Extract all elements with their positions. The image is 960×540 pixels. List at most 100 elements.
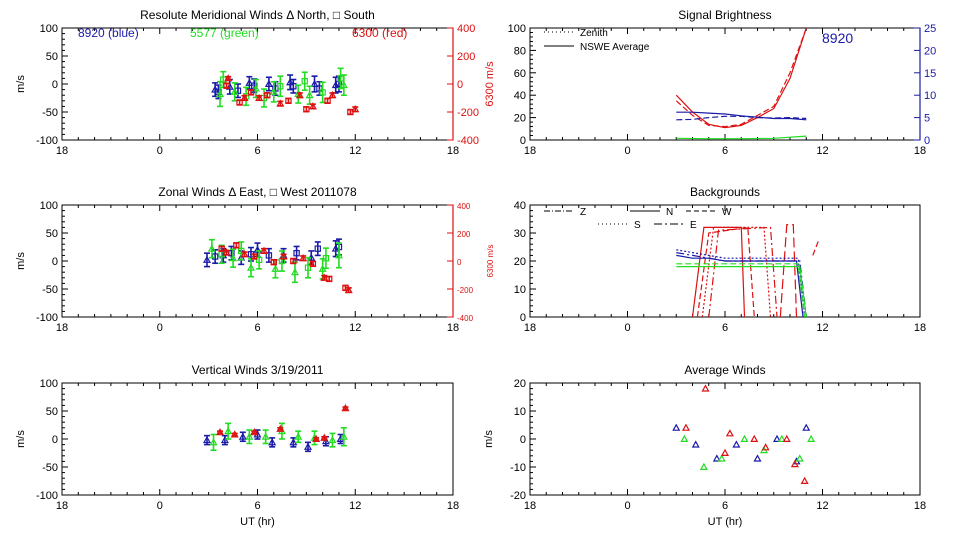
zonal-ytick-label: 100 (40, 200, 58, 212)
average-point-triangle (761, 443, 770, 451)
zonal-ytick-label: -50 (42, 284, 58, 296)
meridional-xtick-label: 18 (56, 145, 68, 157)
meridional-title-part: North, (294, 8, 333, 22)
brightness-ytick-label: 80 (514, 45, 526, 57)
vertical-data-layer (202, 403, 350, 453)
zonal-point-square (304, 264, 312, 271)
zonal-point-triangle (259, 246, 269, 254)
vertical-point-triangle (209, 438, 218, 446)
meridional-point-triangle (339, 80, 348, 89)
brightness-right-tick-label: 15 (924, 68, 936, 80)
vertical-ytick-label: 50 (46, 406, 58, 418)
meridional-point-triangle (295, 90, 304, 99)
zonal-point-triangle (240, 250, 249, 258)
backgrounds-ytick-label: 20 (514, 256, 526, 268)
vertical-point-triangle (321, 437, 330, 445)
average-xtick-label: 0 (624, 500, 630, 512)
zonal-point-square (325, 275, 333, 283)
average-point-triangle (717, 454, 726, 462)
meridional-ytick-label: -100 (36, 135, 58, 147)
backgrounds-series-line (691, 226, 746, 317)
brightness-ytick-label: 60 (514, 68, 526, 80)
average-point-triangle (699, 462, 708, 470)
brightness-xtick-label: 12 (816, 145, 828, 157)
zonal-point-triangle (290, 267, 299, 276)
average-xtick-label: 18 (524, 500, 536, 512)
meridional-point-triangle (255, 93, 264, 102)
vertical-ylabel: m/s (15, 430, 27, 448)
meridional-point-triangle (251, 84, 260, 92)
zonal-right-tick-label: -200 (457, 286, 474, 295)
legend-entry: Z (580, 207, 586, 218)
average-ytick-label: 0 (520, 434, 526, 446)
brightness-right-tick-label: 20 (924, 45, 936, 57)
zonal-point-square (293, 249, 300, 257)
zonal-ytick-label: 50 (46, 228, 58, 240)
zonal-right-tick-label: 200 (457, 230, 471, 239)
meridional-point-triangle (224, 74, 233, 82)
average-point-triangle (777, 434, 786, 442)
zonal-point-triangle (229, 253, 238, 262)
zonal-point-triangle (299, 253, 308, 262)
average-point-triangle (802, 423, 811, 431)
average-point-triangle (701, 384, 710, 392)
average-point-triangle (712, 454, 721, 462)
zonal-point-square (322, 255, 330, 262)
meridional-data-layer (211, 67, 360, 116)
vertical-point-triangle (320, 433, 329, 441)
brightness-right-tick-label: 10 (924, 90, 936, 102)
average-ytick-label: 20 (514, 378, 526, 390)
meridional-right-axis-label: 6300 m/s (484, 61, 496, 107)
zonal-xtick-label: 18 (56, 322, 68, 334)
meridional-point-triangle (216, 89, 225, 98)
meridional-title-part: Resolute Meridional Winds (140, 8, 286, 22)
average-ytick-label: -20 (510, 490, 526, 502)
average-ytick-label: -10 (510, 462, 526, 474)
brightness-series-line (675, 28, 807, 129)
zonal-right-tick-label: 400 (457, 202, 471, 211)
zonal-right-tick-label: -400 (457, 314, 474, 323)
meridional-point-triangle (331, 80, 340, 89)
zonal-point-square (290, 257, 297, 265)
zonal-point-triangle (271, 264, 280, 272)
meridional-title: Resolute Meridional Winds Δ North, □ Sou… (140, 8, 375, 22)
meridional-point-square (337, 75, 344, 82)
backgrounds-series-line (708, 226, 778, 317)
vertical-point-triangle (312, 434, 321, 442)
backgrounds-series-line (676, 263, 806, 317)
vertical-point-triangle (220, 435, 229, 444)
meridional-right-tick-label: 400 (457, 23, 475, 35)
brightness-ytick-label: 100 (508, 23, 526, 35)
meridional-point-triangle (351, 104, 360, 113)
vertical-point-triangle (328, 435, 337, 444)
brightness-right-tick-label: 0 (924, 135, 930, 147)
brightness-ytick-label: 0 (520, 135, 526, 147)
zonal-title: Zonal Winds Δ East, □ West 2011078 (158, 185, 357, 199)
average-point-triangle (795, 454, 804, 462)
average-ytick-label: 10 (514, 406, 526, 418)
meridional-right-tick-label: -200 (457, 107, 479, 119)
meridional-point-triangle (276, 99, 285, 107)
average-point-triangle (720, 448, 730, 456)
legend-entry: N (666, 207, 673, 218)
backgrounds-xtick-label: 12 (816, 322, 828, 334)
backgrounds-series-line (812, 238, 820, 256)
zonal-point-square (238, 247, 245, 255)
average-point-triangle (800, 476, 809, 484)
zonal-point-triangle (334, 251, 343, 259)
zonal-point-square (270, 258, 277, 266)
vertical-xtick-label: 12 (349, 500, 361, 512)
zonal-point-triangle (344, 285, 353, 294)
legend-entry: 6300 (red) (352, 26, 407, 40)
meridional-point-square (319, 89, 326, 96)
vertical-ytick-label: -100 (36, 490, 58, 502)
backgrounds-ytick-label: 40 (514, 200, 526, 212)
legend-entry: NSWE Average (580, 42, 650, 53)
backgrounds-xtick-label: 18 (524, 322, 536, 334)
meridional-point-square (285, 97, 292, 104)
average-point-triangle (753, 454, 762, 462)
zonal-ylabel: m/s (15, 252, 27, 270)
average-ylabel: m/s (483, 430, 495, 448)
